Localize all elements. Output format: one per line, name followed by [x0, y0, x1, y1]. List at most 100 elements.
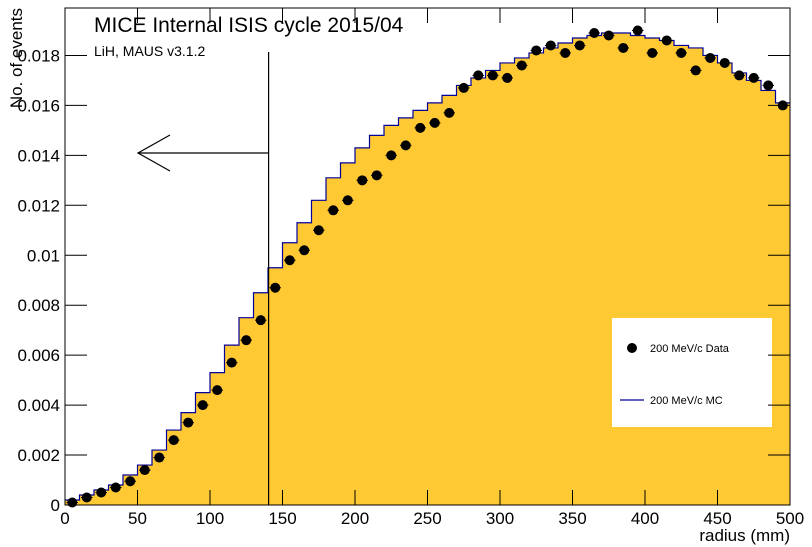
data-point: [748, 72, 759, 83]
hist-bar: [732, 72, 747, 506]
y-tick-label: 0.006: [17, 346, 60, 365]
data-point: [371, 170, 382, 181]
y-tick-label: 0.016: [17, 96, 60, 115]
x-tick-label: 50: [128, 509, 147, 528]
hist-bar: [674, 45, 689, 505]
x-tick-label: 350: [558, 509, 586, 528]
hist-bar: [268, 267, 283, 505]
legend: [612, 318, 772, 427]
y-tick-label: 0.01: [27, 246, 60, 265]
hist-bar: [311, 200, 326, 506]
data-point: [676, 47, 687, 58]
x-axis-label: radius (mm): [699, 526, 790, 545]
hist-bar: [137, 465, 152, 505]
data-point: [415, 122, 426, 133]
data-point: [226, 357, 237, 368]
data-point: [734, 70, 745, 81]
hist-bar: [775, 102, 790, 505]
hist-bar: [471, 77, 486, 505]
hist-bar: [601, 32, 616, 505]
data-point: [429, 117, 440, 128]
data-point: [67, 497, 78, 508]
data-point: [632, 25, 643, 36]
hist-bar: [630, 35, 645, 506]
arrow-head: [136, 134, 171, 172]
hist-bar: [529, 52, 544, 505]
data-point: [690, 65, 701, 76]
x-tick-label: 400: [631, 509, 659, 528]
data-point: [603, 30, 614, 41]
hist-bar: [239, 317, 254, 505]
data-point: [255, 315, 266, 326]
hist-bar: [384, 125, 399, 506]
x-tick-label: 500: [776, 509, 804, 528]
plot-area: [65, 25, 790, 508]
data-point: [531, 45, 542, 56]
x-tick-label: 200: [341, 509, 369, 528]
y-tick-label: 0.014: [17, 146, 60, 165]
data-point: [313, 225, 324, 236]
subtitle: LiH, MAUS v3.1.2: [94, 43, 205, 59]
hist-bar: [543, 47, 558, 505]
x-tick-label: 250: [413, 509, 441, 528]
y-tick-label: 0.004: [17, 396, 60, 415]
chart-title: MICE Internal ISIS cycle 2015/04: [94, 14, 404, 37]
y-tick-label: 0.002: [17, 446, 60, 465]
x-tick-label: 100: [196, 509, 224, 528]
data-point: [357, 175, 368, 186]
hist-bar: [152, 450, 167, 505]
data-point: [473, 70, 484, 81]
data-point: [96, 487, 107, 498]
hist-bar: [210, 372, 225, 505]
hist-bar: [703, 55, 718, 505]
hist-bar: [398, 117, 413, 505]
x-tick-label: 450: [703, 509, 731, 528]
y-tick-label: 0.008: [17, 296, 60, 315]
hist-bar: [442, 95, 457, 506]
data-point: [444, 107, 455, 118]
x-tick-label: 150: [268, 509, 296, 528]
data-point: [183, 417, 194, 428]
data-point: [487, 70, 498, 81]
data-point: [125, 476, 136, 487]
x-tick-label: 300: [486, 509, 514, 528]
data-point: [386, 150, 397, 161]
x-tick-label: 0: [60, 509, 69, 528]
hist-bar: [195, 392, 210, 505]
hist-bar: [500, 62, 515, 505]
data-point: [212, 385, 223, 396]
data-point: [328, 205, 339, 216]
data-point: [299, 245, 310, 256]
hist-bar: [746, 80, 761, 506]
hist-bar: [413, 110, 428, 506]
data-point: [342, 195, 353, 206]
y-tick-label: 0: [51, 496, 60, 515]
hist-bar: [355, 147, 370, 505]
data-point: [647, 47, 658, 58]
data-point: [458, 82, 469, 93]
data-point: [574, 40, 585, 51]
hist-bar: [645, 37, 660, 505]
hist-bar: [761, 90, 776, 505]
data-point: [705, 52, 716, 63]
hist-bar: [224, 345, 239, 505]
hist-bar: [572, 37, 587, 505]
data-point: [618, 42, 629, 53]
y-tick-label: 0.012: [17, 196, 60, 215]
hist-bar: [688, 47, 703, 505]
hist-bar: [427, 102, 442, 505]
data-point: [763, 80, 774, 91]
data-point: [241, 335, 252, 346]
data-point: [197, 400, 208, 411]
data-point: [516, 60, 527, 71]
hist-bar: [340, 162, 355, 505]
y-tick-label: 0.018: [17, 46, 60, 65]
hist-bar: [326, 177, 341, 505]
data-point: [110, 482, 121, 493]
legend-label: 200 MeV/c Data: [650, 343, 730, 355]
data-point: [502, 72, 513, 83]
data-point: [560, 47, 571, 58]
hist-bar: [485, 70, 500, 505]
data-point: [400, 140, 411, 151]
